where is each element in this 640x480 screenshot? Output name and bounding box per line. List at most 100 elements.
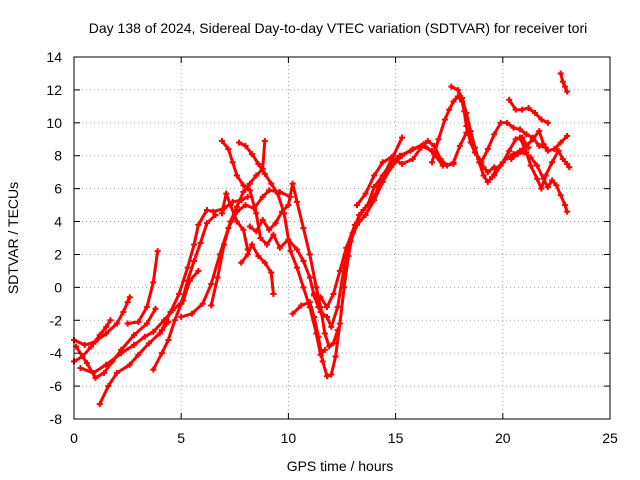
axis-ticks (73, 56, 611, 420)
data-point (293, 264, 300, 271)
y-tick-label: 2 (54, 246, 62, 262)
data-point (551, 146, 558, 153)
data-point (259, 216, 266, 223)
data-point (540, 141, 547, 148)
data-point (167, 309, 174, 316)
data-point (326, 343, 333, 350)
data-point (343, 244, 350, 251)
y-tick-label: 12 (46, 82, 62, 98)
data-point (266, 187, 273, 194)
series-11 (218, 190, 251, 253)
data-point (124, 299, 131, 306)
data-point (534, 175, 541, 182)
data-point (399, 134, 406, 141)
data-point (107, 317, 114, 324)
data-point (441, 116, 448, 123)
data-point (317, 309, 324, 316)
series-15 (246, 180, 341, 350)
series-trace (319, 136, 404, 309)
data-point (203, 220, 210, 227)
data-point (248, 241, 255, 248)
data-point (459, 95, 466, 102)
data-point (497, 162, 504, 169)
data-point (506, 147, 513, 154)
data-point (195, 267, 202, 274)
data-point (223, 190, 230, 197)
data-point (450, 98, 457, 105)
data-point (150, 328, 157, 335)
data-point (218, 137, 225, 144)
data-point (150, 279, 157, 286)
data-point (480, 172, 487, 179)
data-point (176, 290, 183, 297)
data-point (92, 338, 99, 345)
data-point (212, 211, 219, 218)
data-point (544, 183, 551, 190)
data-point (152, 305, 159, 312)
data-point (208, 281, 215, 288)
data-point (531, 109, 538, 116)
data-point (92, 374, 99, 381)
data-point (272, 220, 279, 227)
data-point (240, 226, 247, 233)
data-point (255, 253, 262, 260)
data-point (300, 225, 307, 232)
data-point (379, 174, 386, 181)
data-point (289, 180, 296, 187)
data-point (101, 369, 108, 376)
data-point (268, 180, 275, 187)
data-point (248, 151, 255, 158)
data-point (253, 210, 260, 217)
data-point (311, 313, 318, 320)
data-point (514, 151, 521, 158)
data-point (319, 358, 326, 365)
data-point (557, 139, 564, 146)
data-point (336, 267, 343, 274)
data-point (456, 142, 463, 149)
data-point (135, 351, 142, 358)
data-point (77, 364, 84, 371)
data-point (555, 147, 562, 154)
series-27 (557, 70, 571, 95)
y-tick-labels: -8 -6 -4 -2 0 2 4 6 8 10 12 14 (46, 49, 62, 427)
data-point (315, 333, 322, 340)
series-19 (354, 129, 470, 209)
data-point (233, 218, 240, 225)
data-point (371, 183, 378, 190)
data-point (120, 309, 127, 316)
data-point (564, 208, 571, 215)
y-tick-label: -4 (50, 345, 63, 361)
data-point (508, 156, 515, 163)
series-trace (98, 320, 170, 406)
data-point (126, 294, 133, 301)
series-18 (317, 134, 406, 311)
series-5 (124, 248, 161, 327)
series-25 (506, 96, 551, 126)
data-point (214, 274, 221, 281)
data-point (362, 190, 369, 197)
data-point (257, 235, 264, 241)
series-7 (150, 211, 219, 373)
data-point (491, 172, 498, 179)
data-point (171, 317, 178, 324)
data-point (467, 128, 474, 135)
data-point (233, 203, 240, 210)
data-point (270, 290, 277, 297)
data-point (536, 142, 543, 149)
data-point (156, 330, 163, 337)
data-point (497, 119, 504, 126)
data-point (519, 106, 526, 113)
series-26 (516, 134, 573, 192)
data-point (208, 302, 215, 309)
data-point (354, 202, 361, 209)
data-point (261, 259, 268, 266)
y-axis-label: SDTVAR / TECUs (5, 182, 21, 294)
x-tick-labels: 0 5 10 15 20 25 (70, 430, 618, 446)
y-tick-label: 4 (54, 214, 62, 230)
y-tick-label: 10 (46, 115, 62, 131)
data-point (351, 221, 358, 228)
data-point (529, 136, 536, 143)
data-point (253, 228, 260, 235)
data-point (126, 361, 133, 368)
